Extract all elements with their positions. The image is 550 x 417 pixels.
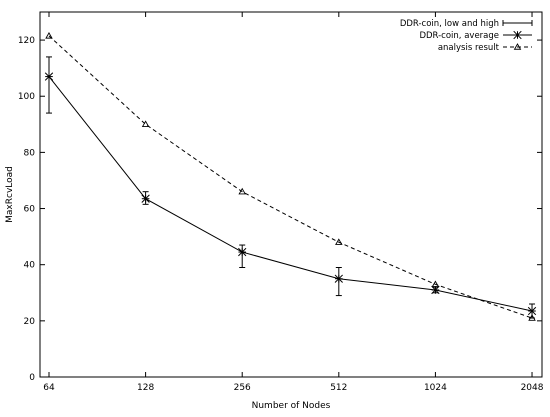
y-tick-label: 60: [24, 205, 36, 215]
x-tick-label: 512: [330, 383, 347, 393]
legend-label: DDR-coin, low and high: [400, 19, 499, 29]
series-line: [48, 76, 533, 312]
data-point: [431, 280, 440, 288]
x-tick-label: 1024: [424, 383, 447, 393]
y-axis-label: MaxRcvLoad: [5, 166, 15, 223]
series-layer: [44, 31, 537, 321]
data-point: [45, 31, 53, 39]
y-tick-label: 0: [29, 373, 35, 383]
y-tick-label: 40: [24, 261, 36, 271]
legend: DDR-coin, low and high DDR-coin, average a…: [400, 19, 533, 53]
series-2: [45, 31, 536, 321]
data-point: [431, 285, 440, 295]
y-axis-ticks: 0 20 40 60 80 100 120: [18, 36, 542, 383]
x-tick-label: 2048: [521, 383, 544, 393]
y-tick-label: 80: [24, 148, 36, 158]
data-point: [238, 187, 246, 195]
data-point: [44, 72, 54, 81]
data-point: [141, 194, 150, 203]
legend-marker: [513, 30, 522, 40]
series-1: [44, 72, 537, 316]
y-tick-label: 20: [24, 317, 36, 327]
x-axis-ticks: 64 128 256 512 1024 2048: [43, 12, 544, 393]
data-point: [334, 274, 343, 283]
plot-frame: [39, 11, 543, 378]
x-tick-label: 256: [234, 383, 251, 393]
legend-label: DDR-coin, average: [419, 31, 499, 41]
x-axis-label: Number of Nodes: [252, 401, 331, 411]
legend-marker: [513, 43, 522, 50]
legend-label: analysis result: [438, 43, 500, 53]
x-tick-label: 128: [137, 383, 154, 393]
data-point: [528, 314, 536, 321]
series-line: [48, 35, 533, 319]
series-0: [45, 56, 536, 319]
y-tick-label: 100: [18, 92, 35, 102]
data-point: [527, 306, 537, 316]
data-point: [238, 247, 247, 257]
x-tick-label: 64: [43, 383, 55, 393]
data-point: [335, 238, 343, 245]
data-point: [141, 120, 150, 128]
y-tick-label: 120: [18, 36, 35, 46]
